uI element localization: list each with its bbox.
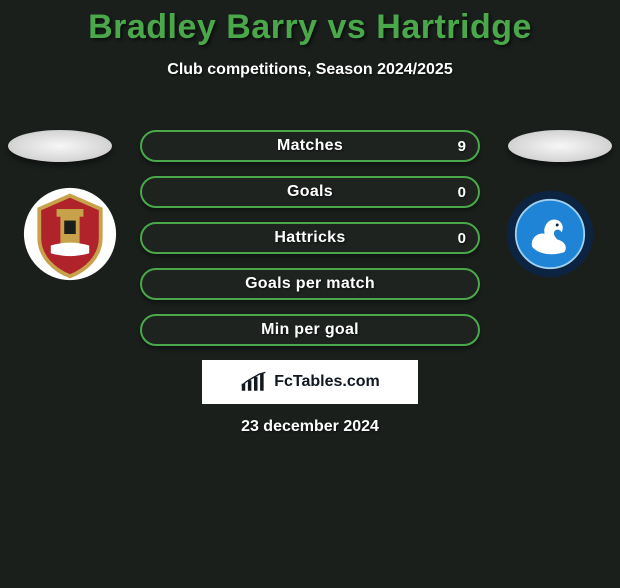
stat-label: Min per goal bbox=[261, 321, 359, 339]
shield-icon bbox=[22, 186, 118, 282]
stat-value-right: 0 bbox=[458, 178, 466, 206]
subtitle: Club competitions, Season 2024/2025 bbox=[0, 61, 620, 79]
stat-row: Hattricks 0 bbox=[140, 222, 480, 254]
stat-label: Hattricks bbox=[274, 229, 345, 247]
swan-badge-icon bbox=[505, 189, 595, 279]
club-badge-right bbox=[502, 186, 598, 282]
page-title: Bradley Barry vs Hartridge bbox=[0, 8, 620, 47]
stat-label: Goals per match bbox=[245, 275, 375, 293]
stat-value-right: 0 bbox=[458, 224, 466, 252]
player-avatar-right bbox=[508, 130, 612, 162]
player-avatar-left bbox=[8, 130, 112, 162]
stat-row: Min per goal bbox=[140, 314, 480, 346]
stat-row: Goals 0 bbox=[140, 176, 480, 208]
stat-row: Goals per match bbox=[140, 268, 480, 300]
stat-row: Matches 9 bbox=[140, 130, 480, 162]
stat-label: Goals bbox=[287, 183, 333, 201]
branding-text: FcTables.com bbox=[274, 373, 380, 391]
stats-panel: Matches 9 Goals 0 Hattricks 0 Goals per match M… bbox=[140, 130, 480, 360]
branding-badge: FcTables.com bbox=[202, 360, 418, 404]
stat-value-right: 9 bbox=[458, 132, 466, 160]
club-badge-left bbox=[22, 186, 118, 282]
stat-label: Matches bbox=[277, 137, 343, 155]
bar-chart-icon bbox=[240, 371, 268, 393]
date-label: 23 december 2024 bbox=[0, 418, 620, 436]
